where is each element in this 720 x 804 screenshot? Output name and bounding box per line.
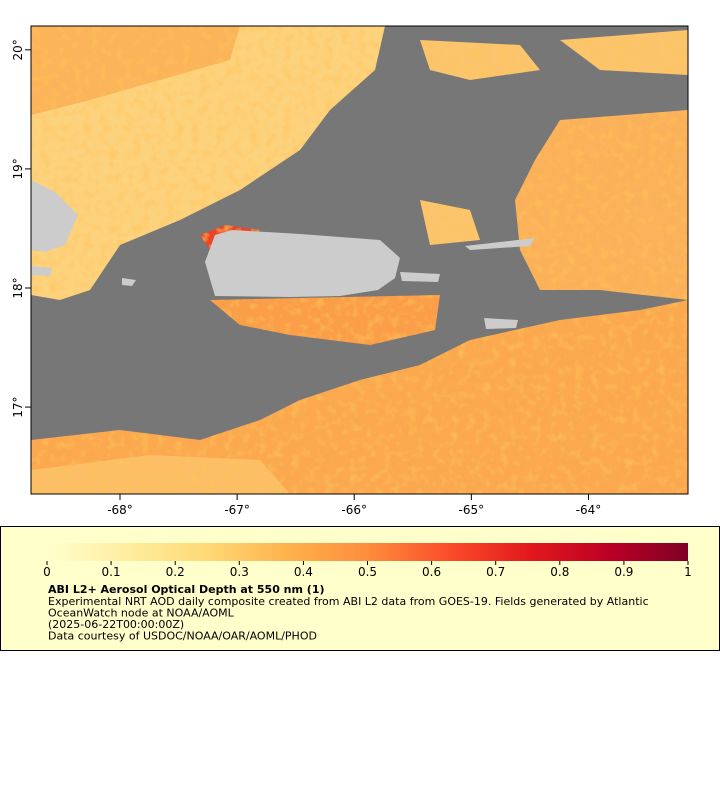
map-area <box>31 26 688 494</box>
y-tick-label: 17° <box>11 396 25 417</box>
colorbar-tick-label: 0.7 <box>486 565 505 579</box>
axes: -68° -67° -66° -65° -64° 17° 18° 19° 20° <box>11 39 601 517</box>
y-tick-label: 19° <box>11 158 25 179</box>
colorbar-tick-label: 1 <box>684 565 692 579</box>
colorbar-tick-label: 0.1 <box>102 565 121 579</box>
legend-line: OceanWatch node at NOAA/AOML <box>48 607 235 620</box>
legend-line: Experimental NRT AOD daily composite cre… <box>48 595 649 608</box>
colorbar-tick-label: 0.5 <box>358 565 377 579</box>
legend-line: Data courtesy of USDOC/NOAA/OAR/AOML/PHO… <box>48 630 317 643</box>
colorbar-tick-label: 0.4 <box>294 565 313 579</box>
x-tick-label: -64° <box>576 503 602 517</box>
land <box>31 180 535 329</box>
x-tick-label: -68° <box>107 503 133 517</box>
legend-line: (2025-06-22T00:00:00Z) <box>48 618 184 631</box>
x-tick-label: -67° <box>224 503 250 517</box>
x-tick-label: -66° <box>341 503 367 517</box>
colorbar-tick-label: 0.9 <box>614 565 633 579</box>
y-tick-label: 20° <box>11 39 25 60</box>
colorbar <box>47 543 688 561</box>
colorbar-tick-label: 0.8 <box>550 565 569 579</box>
x-tick-label: -65° <box>459 503 485 517</box>
legend-title: ABI L2+ Aerosol Optical Depth at 550 nm … <box>48 583 325 596</box>
map-frame <box>30 25 689 495</box>
colorbar-tick-label: 0.6 <box>422 565 441 579</box>
aerosol-field <box>31 26 688 494</box>
legend: 0 0.1 0.2 0.3 0.4 0.5 0.6 0.7 0.8 0.9 1 Experimenta… <box>43 543 692 643</box>
y-tick-label: 18° <box>11 277 25 298</box>
colorbar-tick-label: 0 <box>43 565 51 579</box>
colorbar-tick-label: 0.2 <box>166 565 185 579</box>
colorbar-tick-label: 0.3 <box>230 565 249 579</box>
